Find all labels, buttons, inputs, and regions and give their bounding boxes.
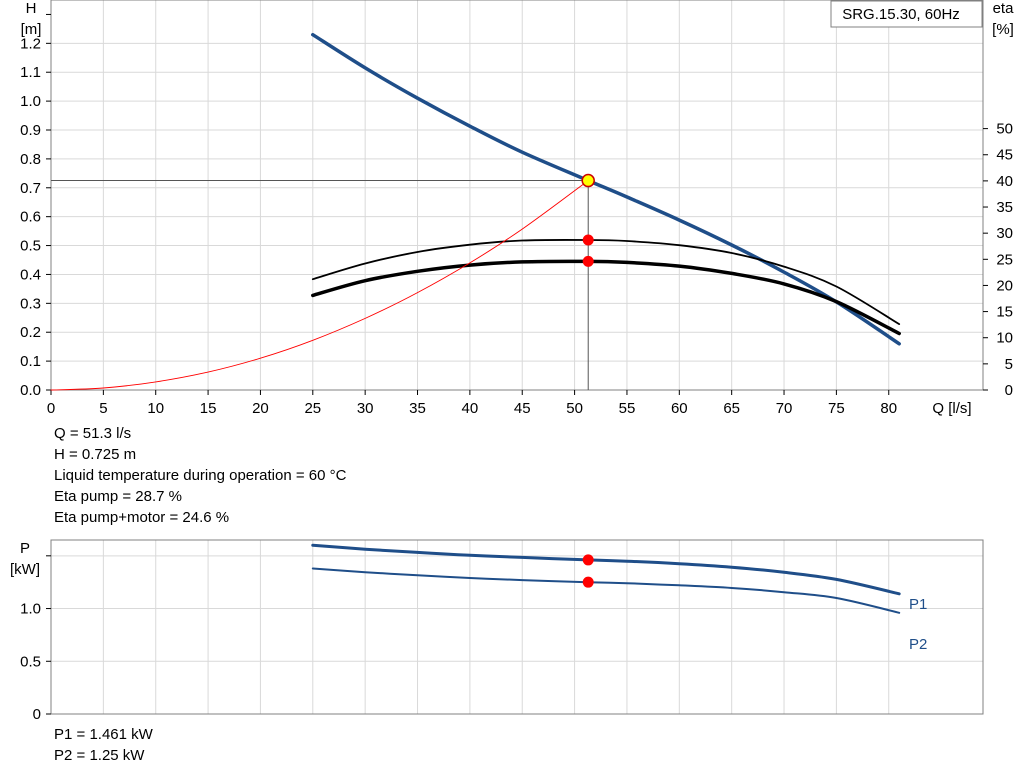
duty-point-marker (581, 173, 595, 188)
flow-value: Q = 51.3 l/s (54, 425, 132, 442)
eta-pump-value: Eta pump = 28.7 % (54, 488, 182, 505)
y-tick-label-left: 0.3 (20, 295, 41, 312)
chart-title: SRG.15.30, 60Hz (842, 6, 960, 23)
y-tick-label-p: 0 (33, 706, 41, 723)
y-tick-label-left: 0.2 (20, 324, 41, 341)
y-tick-label-left: 0.5 (20, 238, 41, 255)
x-tick-label: 55 (619, 400, 636, 417)
head-chart-grid (51, 0, 983, 390)
power-chart-curves (311, 543, 901, 614)
y-tick-label-right: 35 (996, 199, 1013, 216)
y-tick-label-right: 25 (996, 251, 1013, 268)
y-axis-unit-p: [kW] (10, 561, 40, 578)
y-axis-label-eta: eta (993, 0, 1015, 17)
x-tick-label: 10 (147, 400, 164, 417)
x-tick-label: 35 (409, 400, 426, 417)
power-chart-frame (50, 539, 984, 715)
y-tick-label-left: 0.4 (20, 266, 41, 283)
y-tick-label-left: 1.1 (20, 64, 41, 81)
y-axis-unit-h: [m] (21, 21, 42, 38)
y-tick-label-right: 40 (996, 173, 1013, 190)
curve-p2 (311, 567, 901, 614)
y-tick-label-left: 0.8 (20, 151, 41, 168)
curve-eta-pump (311, 239, 901, 325)
y-axis-unit-eta: [%] (992, 21, 1014, 38)
x-tick-label: 30 (357, 400, 374, 417)
y-tick-label-left: 0.6 (20, 209, 41, 226)
eta-pump-marker (582, 234, 594, 246)
eta-total-marker (582, 255, 594, 267)
x-tick-label: 25 (304, 400, 321, 417)
y-tick-label-left: 0.1 (20, 353, 41, 370)
x-axis-label: Q [l/s] (932, 400, 971, 417)
y-tick-label-right: 30 (996, 225, 1013, 242)
y-axis-label-h: H (26, 0, 37, 17)
x-tick-label: 0 (47, 400, 55, 417)
y-tick-label-right: 15 (996, 304, 1013, 321)
p1-value: P1 = 1.461 kW (54, 726, 153, 743)
x-tick-label: 70 (776, 400, 793, 417)
chart-title-box (830, 0, 983, 28)
power-info: P1 = 1.461 kW P2 = 1.25 kW (54, 724, 153, 766)
p2-marker (582, 576, 594, 588)
curve-eta-total (311, 259, 901, 336)
x-tick-label: 60 (671, 400, 688, 417)
p1-marker (582, 554, 594, 566)
liquid-temperature: Liquid temperature during operation = 60… (54, 467, 347, 484)
curve-system-curve (50, 180, 589, 391)
y-tick-label-left: 0.9 (20, 122, 41, 139)
p2-value: P2 = 1.25 kW (54, 747, 145, 764)
power-chart-ticks: 0 0.5 1.0 (20, 555, 51, 723)
power-chart-grid (51, 540, 983, 714)
y-axis-label-p: P (20, 540, 30, 557)
x-tick-label: 15 (200, 400, 217, 417)
y-tick-label-right: 0 (1005, 382, 1013, 399)
x-tick-label: 5 (99, 400, 107, 417)
head-chart-frame (50, 0, 984, 391)
x-tick-label: 80 (880, 400, 897, 417)
y-tick-label-right: 45 (996, 147, 1013, 164)
y-tick-label-right: 10 (996, 330, 1013, 347)
x-tick-label: 45 (514, 400, 531, 417)
y-tick-label-left: 1.0 (20, 93, 41, 110)
series-label-p2: P2 (909, 636, 927, 653)
y-tick-label-left: 1.2 (20, 35, 41, 52)
y-tick-label-right: 50 (996, 121, 1013, 138)
duty-point-info: Q = 51.3 l/s H = 0.725 m Liquid temperat… (54, 423, 346, 528)
y-tick-label-right: 5 (1005, 356, 1013, 373)
y-tick-label-left: 0.0 (20, 382, 41, 399)
eta-total-value: Eta pump+motor = 24.6 % (54, 509, 230, 526)
x-tick-label: 65 (723, 400, 740, 417)
curve-p1 (311, 543, 901, 596)
x-tick-label: 50 (566, 400, 583, 417)
series-label-p1: P1 (909, 596, 927, 613)
y-tick-label-p: 1.0 (20, 601, 41, 618)
head-chart-curves (50, 32, 901, 391)
head-chart-ticks: 0 5 10 15 20 25 30 35 40 45 50 55 60 65 70 75 800.00.10.… (20, 13, 1013, 417)
x-tick-label: 40 (462, 400, 479, 417)
x-tick-label: 20 (252, 400, 269, 417)
y-tick-label-left: 0.7 (20, 180, 41, 197)
curve-head (311, 32, 901, 346)
x-tick-label: 75 (828, 400, 845, 417)
head-value: H = 0.725 m (54, 446, 137, 463)
y-tick-label-right: 20 (996, 277, 1013, 294)
y-tick-label-p: 0.5 (20, 653, 41, 670)
